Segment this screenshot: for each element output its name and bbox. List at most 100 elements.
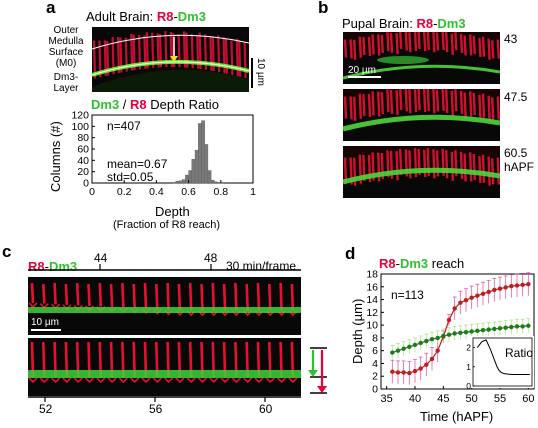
series-point-dm3 bbox=[469, 329, 474, 334]
r8-axon bbox=[399, 89, 403, 110]
r8-axon bbox=[487, 156, 491, 186]
reach-xlabel: Time (hAPF) bbox=[420, 409, 494, 424]
hist-ytick-label: 20 bbox=[77, 166, 89, 178]
r8-axon bbox=[469, 91, 473, 117]
hist-bar bbox=[210, 179, 215, 184]
reach-xtick-label: 50 bbox=[466, 393, 478, 405]
series-point-r8 bbox=[480, 291, 486, 297]
r8-axon bbox=[408, 32, 412, 53]
r8-axon bbox=[426, 89, 430, 112]
r8-axon bbox=[441, 32, 445, 50]
r8-axon bbox=[459, 151, 464, 180]
r8-terminal bbox=[186, 377, 196, 384]
r8-frame-axon bbox=[166, 282, 170, 311]
r8-terminal bbox=[84, 377, 95, 384]
scale-bar-b bbox=[348, 76, 381, 78]
scale-bar-c bbox=[31, 329, 61, 331]
hist-std: std=0.05 bbox=[107, 170, 154, 184]
hist-bar bbox=[207, 170, 212, 184]
pupal-bg bbox=[343, 146, 500, 166]
r8-terminal bbox=[118, 377, 128, 384]
reach-n: n=113 bbox=[391, 288, 424, 302]
side-label-medulla: Medulla bbox=[48, 36, 84, 47]
r8-axon bbox=[472, 35, 476, 55]
dm3-frame-band bbox=[28, 370, 301, 378]
r8-axon bbox=[423, 32, 427, 52]
series-point-r8 bbox=[401, 370, 406, 375]
hist-title: Dm3 / R8 Depth Ratio bbox=[91, 97, 219, 112]
tick-48: 48 bbox=[204, 251, 218, 265]
series-point-dm3 bbox=[418, 340, 423, 346]
dm3-arrowhead-icon bbox=[308, 370, 318, 377]
r8-axon bbox=[463, 35, 467, 56]
panel-a-title-prefix: Adult Brain: bbox=[86, 9, 157, 24]
series-point-r8 bbox=[407, 370, 412, 376]
series-point-r8 bbox=[469, 295, 474, 300]
r8-axon bbox=[349, 96, 353, 120]
dm3-band bbox=[343, 64, 500, 80]
r8-terminal bbox=[28, 377, 38, 384]
r8-axon bbox=[417, 32, 421, 50]
r8-axon bbox=[445, 32, 449, 53]
r8-terminal bbox=[220, 377, 230, 384]
r8-axon bbox=[450, 151, 454, 181]
r8-axon bbox=[358, 36, 362, 58]
r8-axon bbox=[463, 92, 467, 117]
series-point-dm3 bbox=[458, 330, 463, 335]
hist-title-dm3: Dm3 bbox=[91, 97, 120, 112]
series-point-r8 bbox=[435, 348, 440, 353]
reach-ytick-label: 6 bbox=[372, 345, 378, 357]
tick-44: 44 bbox=[94, 251, 108, 265]
r8-axon bbox=[478, 155, 482, 184]
scale-bar-a bbox=[251, 58, 253, 88]
r8-frame-axon bbox=[64, 283, 69, 305]
r8-axon bbox=[367, 93, 372, 118]
r8-axon bbox=[380, 34, 384, 54]
series-point-r8 bbox=[395, 370, 401, 375]
series-point-r8 bbox=[497, 286, 503, 291]
hist-ytick-label: 80 bbox=[77, 132, 89, 144]
panel-b-title-sep: - bbox=[433, 16, 438, 31]
r8-axon bbox=[445, 89, 449, 114]
r8-axon bbox=[389, 89, 394, 114]
r8-axon bbox=[441, 89, 445, 111]
r8-frame-axon bbox=[42, 283, 46, 304]
r8-axon bbox=[445, 150, 449, 179]
r8-axon bbox=[380, 91, 384, 115]
dm3-band bbox=[343, 114, 500, 132]
inset-label: Ratio bbox=[505, 346, 534, 360]
panel-d-title-r8: R8 bbox=[379, 256, 396, 271]
series-point-r8 bbox=[514, 283, 520, 288]
reach-xtick-label: 40 bbox=[409, 393, 421, 405]
panel-a-side-labels: Outer Medulla Surface (M0) Dm3- Layer bbox=[40, 25, 92, 94]
r8-axon bbox=[472, 92, 476, 116]
hist-title-r8: R8 bbox=[130, 97, 147, 112]
panel-b-title-prefix: Pupal Brain: bbox=[342, 16, 417, 31]
panel-d-title-dm3: Dm3 bbox=[399, 256, 429, 271]
r8-axon bbox=[487, 95, 491, 121]
hist-ytick-label: 40 bbox=[77, 155, 89, 167]
r8-frame-axon bbox=[200, 283, 204, 312]
panel-b-title-r8: R8 bbox=[416, 16, 434, 31]
timelapse-top-svg bbox=[28, 282, 301, 317]
series-point-dm3 bbox=[520, 324, 525, 329]
pupal-image-60-5 bbox=[343, 146, 500, 198]
r8-terminal bbox=[51, 377, 61, 384]
series-point-dm3 bbox=[390, 350, 395, 355]
r8-frame-axon bbox=[98, 282, 103, 307]
pupal-image-47-5 bbox=[343, 89, 500, 141]
time-60-5: 60.5 bbox=[504, 146, 528, 160]
r8-axon bbox=[435, 32, 440, 51]
reach-frame bbox=[380, 273, 535, 390]
reach-ytick-label: 18 bbox=[366, 269, 378, 281]
r8-terminal bbox=[130, 377, 140, 384]
panel-b-label: b bbox=[318, 0, 329, 17]
r8-axon bbox=[353, 96, 357, 121]
r8-axon bbox=[399, 32, 403, 49]
hist-ytick-label: 100 bbox=[71, 121, 89, 133]
r8-axon bbox=[432, 89, 436, 114]
r8-axon bbox=[353, 39, 357, 60]
series-point-dm3 bbox=[497, 326, 503, 331]
m0-surface-line bbox=[92, 34, 249, 50]
